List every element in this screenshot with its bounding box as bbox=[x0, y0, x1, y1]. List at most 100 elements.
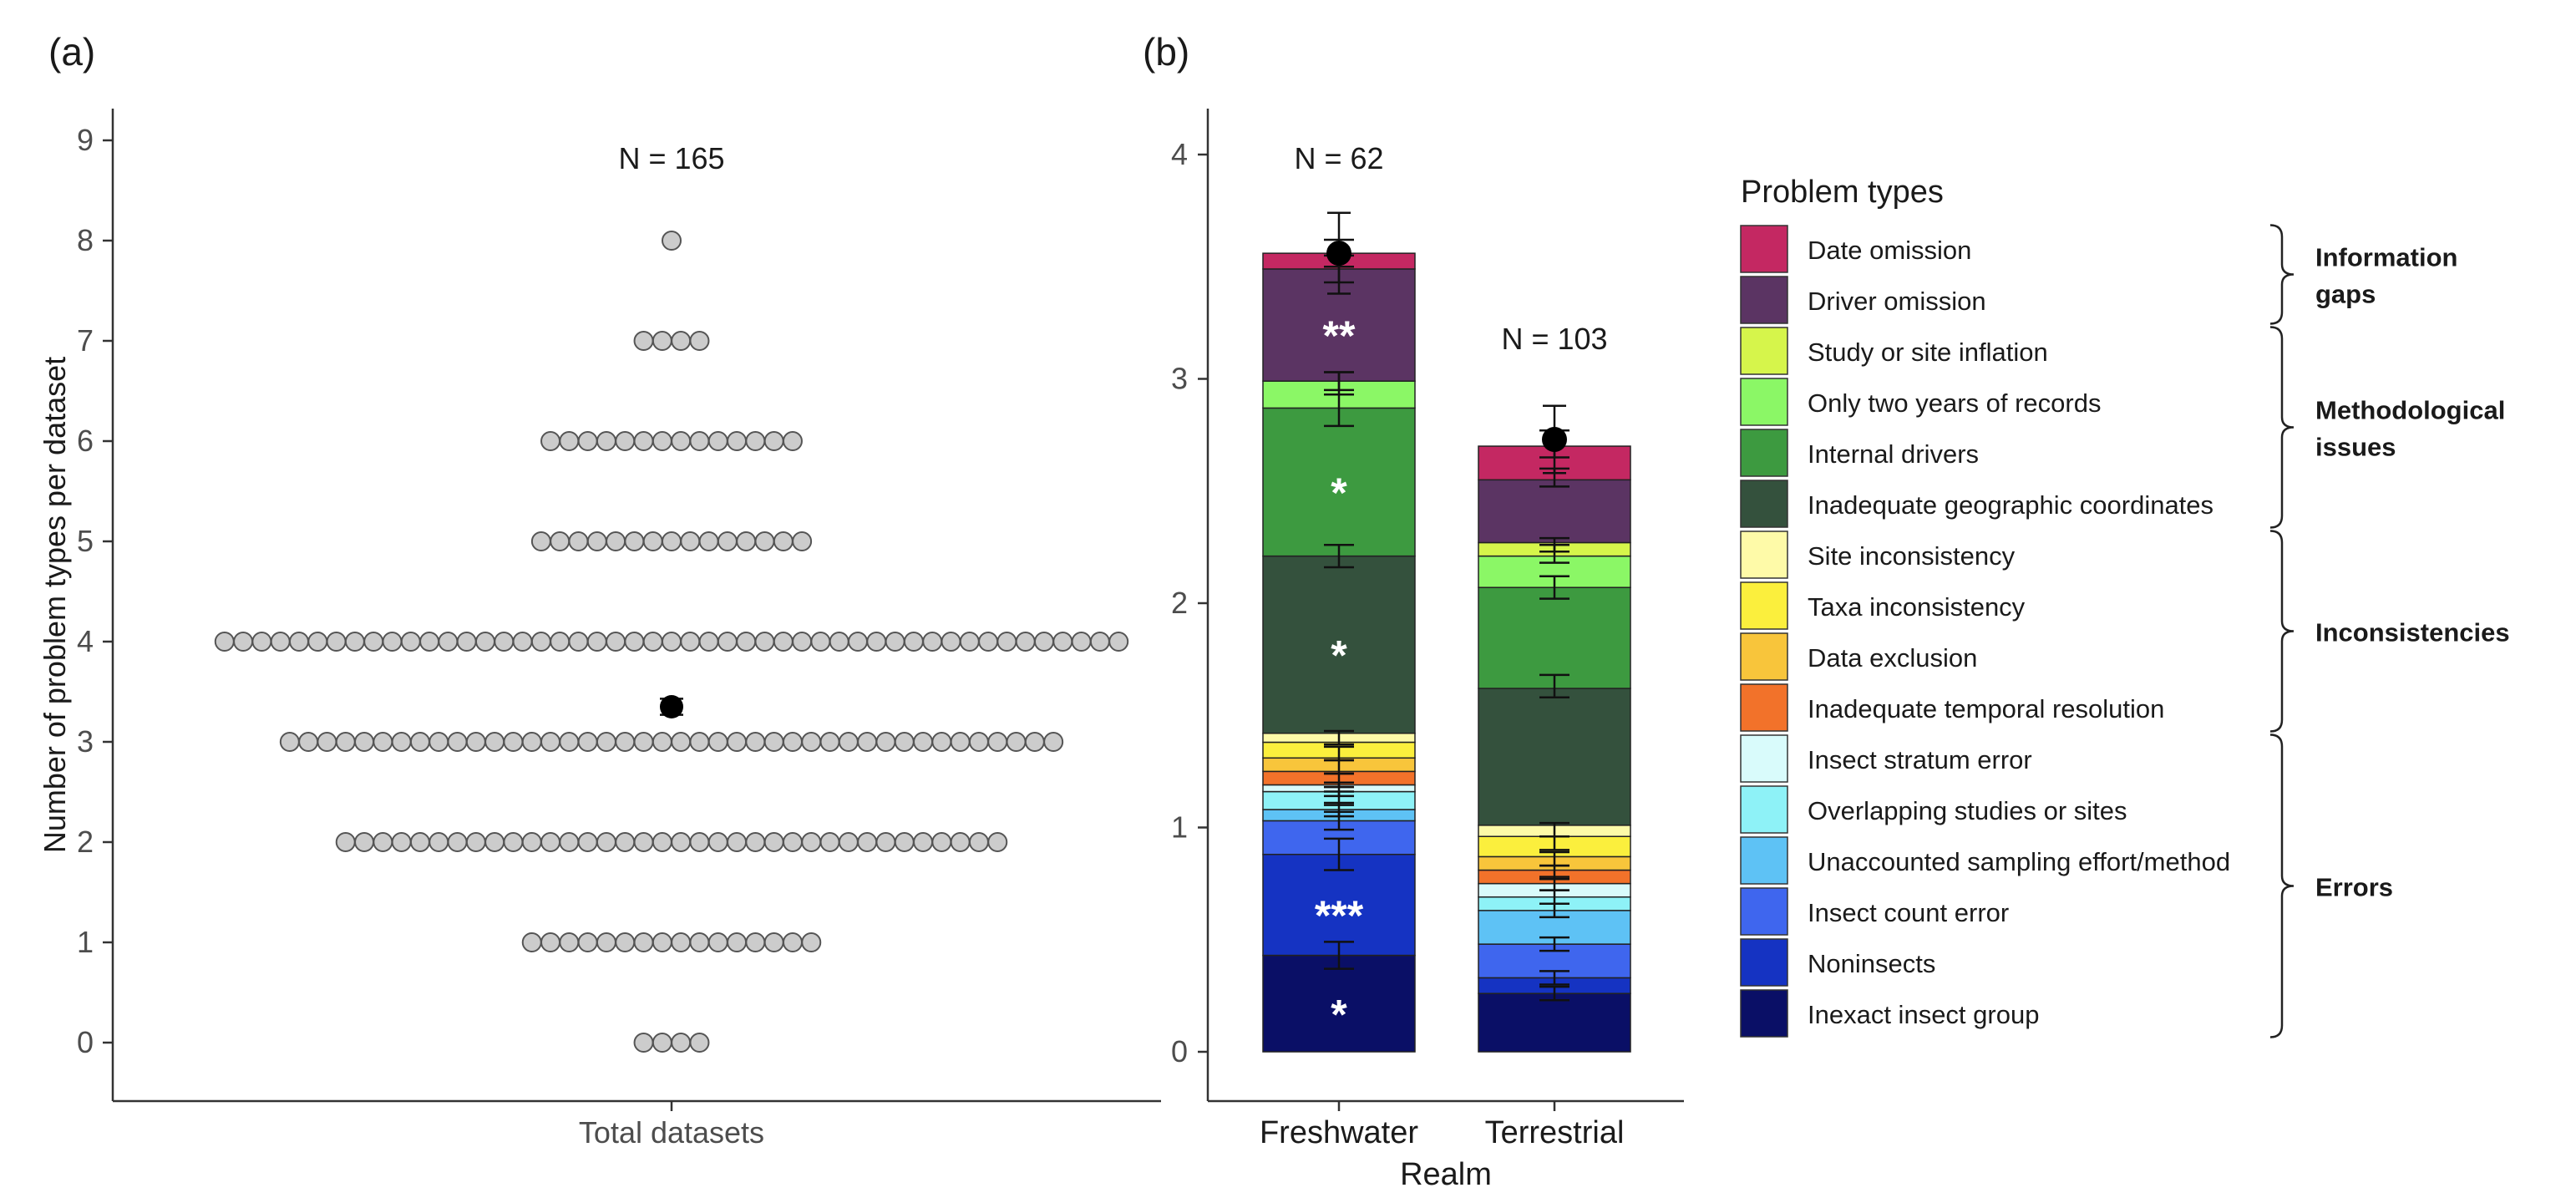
panel-a-dot bbox=[894, 832, 915, 852]
panel-a-dot bbox=[671, 932, 692, 952]
panel-a-dot bbox=[801, 732, 822, 752]
panel-a-dot bbox=[624, 531, 645, 551]
panel-a-dot bbox=[968, 732, 989, 752]
panel-a-dot bbox=[680, 531, 701, 551]
panel-a-dot bbox=[270, 632, 291, 652]
segment-freshwater-internal-drivers bbox=[1262, 407, 1416, 557]
panel-a-dot bbox=[848, 632, 868, 652]
segment-freshwater-inexact-insect-group bbox=[1262, 954, 1416, 1053]
mean-point-freshwater bbox=[1326, 241, 1351, 267]
panel-a-dot bbox=[1024, 732, 1045, 752]
legend-swatch bbox=[1740, 378, 1788, 426]
panel-a-dot bbox=[447, 732, 468, 752]
legend-label: Unaccounted sampling effort/method bbox=[1808, 847, 2230, 876]
panel-a-dot bbox=[689, 1033, 710, 1053]
panel-a-dot bbox=[689, 331, 710, 351]
panel-a-dot bbox=[838, 832, 859, 852]
panel-a-dot bbox=[689, 932, 710, 952]
panel-a-dot bbox=[298, 732, 319, 752]
panel-a-dot bbox=[707, 832, 728, 852]
legend-group-label: issues bbox=[2315, 433, 2396, 462]
panel-a-dot bbox=[782, 932, 803, 952]
panel-b-label: (b) bbox=[1143, 30, 1189, 74]
panel-a-y-tick-label: 9 bbox=[77, 123, 94, 157]
panel-a-dot bbox=[382, 632, 403, 652]
panel-a-dot bbox=[530, 531, 551, 551]
panel-a-n-label: N = 165 bbox=[618, 141, 724, 175]
legend-swatch bbox=[1740, 938, 1788, 987]
legend-label: Taxa inconsistency bbox=[1808, 592, 2026, 622]
significance-freshwater-inexact-insect-group: * bbox=[1331, 991, 1347, 1038]
legend-item-driver-omission: Driver omission bbox=[1740, 276, 1986, 324]
panel-a-dot bbox=[1052, 632, 1073, 652]
legend-label: Insect count error bbox=[1808, 898, 2009, 927]
legend-item-inadequate-temporal-resolution: Inadequate temporal resolution bbox=[1740, 683, 2164, 732]
panel-a-dot bbox=[662, 231, 682, 251]
panel-a-dot bbox=[707, 732, 728, 752]
panel-a-dot bbox=[996, 632, 1017, 652]
panel-a-dot bbox=[903, 632, 924, 652]
legend-swatch bbox=[1740, 225, 1788, 273]
panel-a-dot bbox=[624, 632, 645, 652]
panel-a-dot bbox=[615, 832, 636, 852]
panel-a-dot bbox=[419, 632, 440, 652]
panel-a-dot bbox=[763, 832, 784, 852]
panel-a-dot bbox=[633, 732, 654, 752]
legend-label: Site inconsistency bbox=[1808, 541, 2016, 571]
legend-swatch bbox=[1740, 989, 1788, 1038]
panel-a-dot bbox=[391, 732, 412, 752]
panel-a-dot bbox=[391, 832, 412, 852]
panel-a-y-tick-label: 0 bbox=[77, 1025, 94, 1059]
segment-freshwater-inadequate-geographic-coordinates bbox=[1262, 555, 1416, 734]
panel-a-dot bbox=[894, 732, 915, 752]
panel-a-dot bbox=[642, 531, 663, 551]
panel-a-dot bbox=[326, 632, 347, 652]
panel-a-dot bbox=[335, 832, 356, 852]
n-label-terrestrial: N = 103 bbox=[1501, 322, 1607, 356]
panel-a-dot bbox=[745, 832, 766, 852]
panel-a-dot bbox=[950, 732, 971, 752]
panel-a-dot bbox=[885, 632, 905, 652]
panel-a-dot bbox=[642, 632, 663, 652]
panel-a-dot bbox=[512, 632, 533, 652]
segment-terrestrial-inadequate-geographic-coordinates bbox=[1478, 688, 1631, 826]
legend-swatch bbox=[1740, 887, 1788, 936]
panel-a-dot bbox=[550, 632, 570, 652]
bar-freshwater: ******** bbox=[1262, 211, 1416, 1053]
panel-a-dot bbox=[344, 632, 365, 652]
panel-a-dot bbox=[596, 932, 616, 952]
panel-a-y-tick-label: 5 bbox=[77, 524, 94, 558]
panel-a-dot bbox=[763, 431, 784, 451]
legend-label: Insect stratum error bbox=[1808, 745, 2032, 774]
panel-a-dot bbox=[875, 832, 896, 852]
panel-b-category-labels: N = 62 Freshwater N = 103 Terrestrial bbox=[1260, 141, 1624, 1150]
panel-a-dot bbox=[475, 632, 495, 652]
legend-item-date-omission: Date omission bbox=[1740, 225, 1971, 273]
panel-a-dot bbox=[577, 832, 598, 852]
panel-a-dot bbox=[782, 732, 803, 752]
legend-group-brace bbox=[2269, 530, 2295, 733]
panel-a-dot bbox=[586, 531, 607, 551]
panel-a-dot bbox=[335, 732, 356, 752]
panel-a-dot bbox=[652, 1033, 672, 1053]
legend-group-brace bbox=[2269, 326, 2295, 529]
legend-label: Inadequate geographic coordinates bbox=[1808, 490, 2213, 520]
bar-terrestrial bbox=[1478, 404, 1631, 1053]
legend-swatch bbox=[1740, 632, 1788, 681]
panel-a-dot bbox=[559, 932, 580, 952]
legend-swatch bbox=[1740, 785, 1788, 834]
legend-label: Driver omission bbox=[1808, 287, 1986, 316]
legend-item-overlapping-studies-or-sites: Overlapping studies or sites bbox=[1740, 785, 2127, 834]
legend-label: Study or site inflation bbox=[1808, 338, 2048, 367]
legend-group-information-gaps: Information gaps bbox=[2269, 224, 2458, 325]
panel-a-dot bbox=[400, 632, 421, 652]
panel-a-dot bbox=[931, 832, 952, 852]
panel-a-dot bbox=[633, 932, 654, 952]
panel-a-dot bbox=[792, 531, 813, 551]
panel-a-y-tick-label: 7 bbox=[77, 323, 94, 358]
panel-a-dot-plot: 0 1 2 3 4 5 6 7 8 9 N = 165 Total datasets Number… bbox=[38, 109, 1161, 1150]
legend-item-taxa-inconsistency: Taxa inconsistency bbox=[1740, 581, 2026, 630]
panel-a-dot bbox=[503, 732, 524, 752]
legend-item-noninsects: Noninsects bbox=[1740, 938, 1935, 987]
panel-a-dot bbox=[289, 632, 309, 652]
